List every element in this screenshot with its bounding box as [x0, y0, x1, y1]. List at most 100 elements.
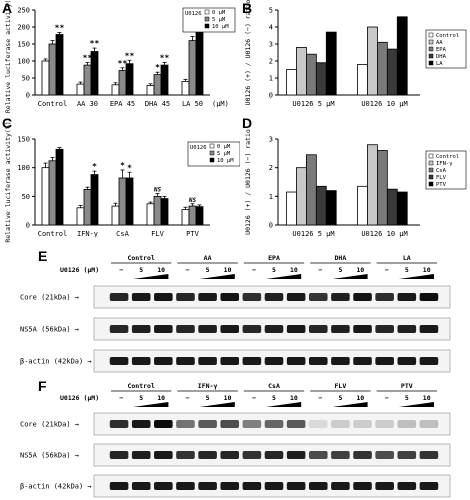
legend-swatch	[428, 60, 434, 66]
bar	[160, 64, 169, 96]
legend-swatch	[428, 32, 434, 38]
panel-label-b: B	[242, 0, 253, 16]
dose-label: 10	[356, 394, 364, 402]
dose-label: 10	[356, 266, 364, 274]
dose-label: −	[119, 394, 123, 402]
x-tick-label: DHA 45	[145, 100, 170, 108]
bar	[376, 150, 388, 226]
group-label: LA	[403, 254, 411, 262]
legend-swatch	[209, 143, 215, 149]
blot-band	[397, 293, 417, 301]
bar	[306, 53, 317, 96]
bar	[153, 195, 162, 226]
x-tick-label: U0126 5 μM	[292, 230, 334, 238]
significance-mark: **	[83, 53, 93, 62]
bar	[286, 191, 297, 226]
treatment-label: U0126 (μM)	[60, 266, 99, 274]
significance-mark: **	[125, 51, 135, 60]
bar	[286, 69, 297, 96]
blot-row-label: NS5A (56kDa) →	[20, 452, 79, 460]
legend-entry: FLV	[436, 175, 447, 181]
legend-swatch	[428, 181, 434, 187]
significance-mark: **	[90, 39, 100, 48]
significance-mark: *	[92, 162, 97, 171]
blot-band	[131, 482, 151, 490]
blot-band	[264, 357, 284, 365]
dose-wedge	[199, 402, 235, 407]
panel-label-f: F	[38, 378, 47, 394]
blot-band	[154, 325, 173, 333]
y-tick-label: 0	[26, 92, 30, 100]
bar	[188, 40, 197, 96]
group-label: Control	[127, 382, 154, 390]
blot-band	[331, 293, 350, 301]
blot-band	[176, 482, 195, 490]
bar	[367, 26, 378, 96]
x-tick-label: U0126 10 μM	[361, 230, 407, 238]
dose-label: 5	[338, 266, 342, 274]
blot-band	[286, 482, 306, 490]
blot-band	[109, 420, 129, 428]
x-tick-label: U0126 10 μM	[361, 100, 407, 108]
bar	[325, 31, 337, 96]
bar	[315, 185, 327, 226]
blot-band	[154, 451, 173, 459]
y-tick-label: 4	[269, 24, 273, 32]
legend-swatch	[204, 16, 210, 22]
group-label: AA	[204, 254, 212, 262]
chart-a: 0 50 100 150 200 250 Relative luciferase activ…	[4, 0, 236, 113]
x-tick-label: EPA 45	[110, 100, 135, 108]
blot-band	[198, 325, 217, 333]
bar	[83, 64, 92, 96]
blot-band	[198, 293, 217, 301]
blot-band	[308, 293, 328, 301]
blot-band	[176, 451, 195, 459]
bar	[83, 189, 92, 226]
legend-swatch	[428, 39, 434, 45]
bar	[76, 207, 85, 226]
blot-band	[109, 357, 129, 365]
dose-label: −	[252, 394, 256, 402]
group-label: DHA	[335, 254, 347, 262]
bar	[146, 85, 155, 96]
blot-band	[308, 420, 328, 428]
blot-band	[242, 451, 262, 459]
legend-entry: EPA	[436, 47, 447, 53]
blot-band	[331, 325, 350, 333]
legend-swatch	[209, 150, 215, 156]
dose-label: −	[385, 394, 389, 402]
bar	[195, 206, 204, 226]
blot-band	[419, 293, 439, 301]
blot-band	[198, 451, 217, 459]
blot-band	[353, 293, 372, 301]
blot-band	[176, 293, 195, 301]
dose-wedge	[398, 402, 434, 407]
significance-mark: *	[155, 63, 160, 72]
blot-band	[154, 420, 173, 428]
legend-title: U0126	[185, 11, 202, 17]
y-tick-label: 50	[22, 193, 30, 201]
significance-mark: **	[55, 23, 65, 32]
dose-label: 10	[290, 266, 298, 274]
blot-band	[176, 357, 195, 365]
blot-row-label: Core (21kDa) →	[20, 294, 79, 302]
legend-swatch	[209, 157, 215, 163]
blot-band	[375, 357, 394, 365]
bar	[41, 60, 50, 96]
group-label: EPA	[268, 254, 280, 262]
x-tick-label: FLV	[151, 230, 164, 238]
bar	[367, 144, 378, 226]
blot-band	[176, 420, 195, 428]
legend-entry: 0 μM	[212, 10, 226, 16]
treatment-label: U0126 (μM)	[60, 394, 99, 402]
bar	[357, 185, 368, 226]
y-tick-label: 100	[17, 164, 30, 172]
blot-band	[331, 482, 350, 490]
dose-label: −	[119, 266, 123, 274]
y-axis-label: U0126 (+) / U0126 (−) ratio	[244, 0, 252, 105]
x-tick-label: IFN-γ	[77, 230, 98, 238]
blot-band	[353, 357, 372, 365]
blot-band	[419, 420, 439, 428]
dose-label: 10	[423, 394, 431, 402]
legend-title: U0126	[190, 145, 207, 151]
